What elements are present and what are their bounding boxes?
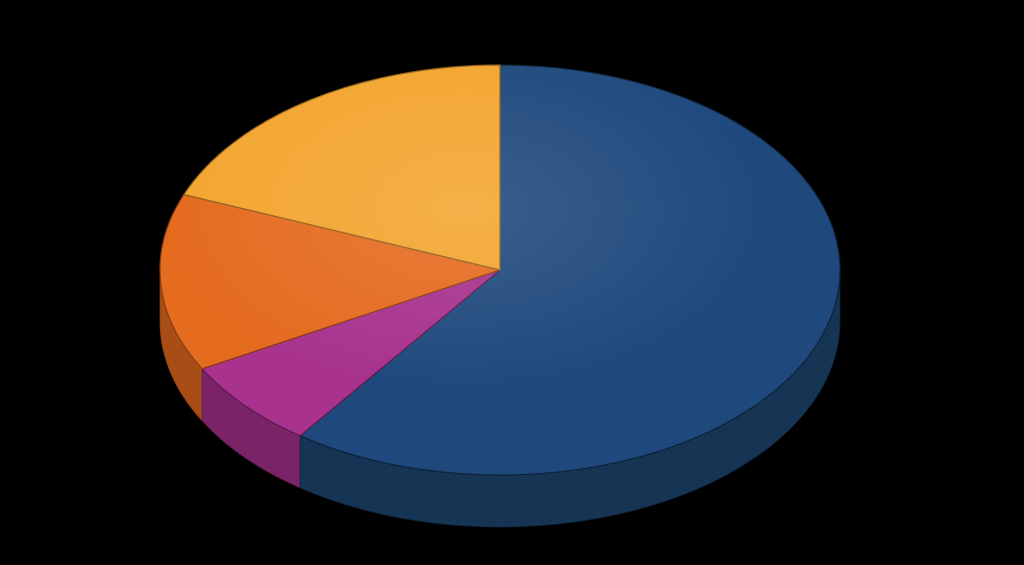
pie-tops [160, 65, 840, 475]
pie-chart-3d [0, 0, 1024, 565]
